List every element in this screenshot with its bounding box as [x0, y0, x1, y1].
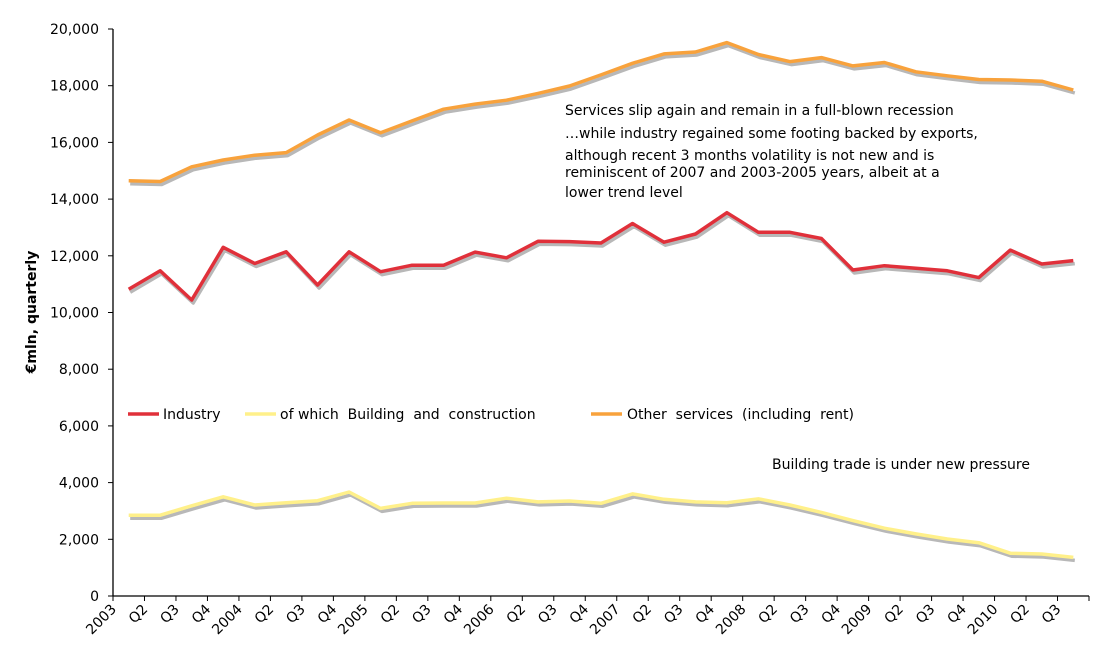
x-tick-label: 2009: [839, 602, 876, 639]
x-tick-label: Q2: [378, 602, 403, 627]
x-tick-label: Q3: [535, 602, 560, 627]
annotation-line: reminiscent of 2007 and 2003-2005 years,…: [565, 165, 940, 181]
annotation-line: Building trade is under new pressure: [772, 457, 1030, 473]
x-tick-label: Q3: [661, 602, 686, 627]
y-tick-label: 4,000: [59, 476, 99, 492]
x-tick-label: Q4: [819, 601, 844, 626]
x-tick-label: Q4: [693, 601, 718, 626]
x-tick-label: Q4: [944, 601, 969, 626]
x-tick-label: 2007: [587, 602, 624, 639]
annotation-line: …while industry regained some footing ba…: [565, 126, 978, 142]
x-tick-label: Q2: [252, 602, 277, 627]
x-tick-label: 2008: [713, 602, 750, 639]
y-tick-label: 12,000: [50, 249, 99, 265]
x-tick-label: Q2: [756, 602, 781, 627]
x-tick-label: Q4: [315, 601, 340, 626]
x-tick-label: 2003: [83, 602, 120, 639]
x-tick-label: Q3: [787, 602, 812, 627]
x-tick-label: Q4: [189, 601, 214, 626]
legend-label-building: of which Building and construction: [280, 407, 536, 423]
series-shadow-1: [130, 493, 1075, 563]
x-tick-label: Q3: [157, 602, 182, 627]
x-tick-label: 2004: [209, 601, 246, 638]
y-tick-label: 18,000: [50, 79, 99, 95]
x-tick-label: Q4: [441, 601, 466, 626]
x-tick-label: Q3: [913, 602, 938, 627]
y-axis: 0 2,000 4,000 6,000 8,000 10,000 12,000 14,000 1…: [50, 22, 114, 605]
x-tick-label: Q3: [409, 602, 434, 627]
annotation-building: Building trade is under new pressure: [772, 457, 1030, 473]
annotation-line: although recent 3 months volatility is n…: [565, 148, 934, 164]
legend: Industry of which Building and construct…: [128, 407, 854, 423]
y-tick-label: 8,000: [59, 362, 99, 378]
series-layer: [127, 40, 1076, 563]
y-tick-label: 14,000: [50, 192, 99, 208]
series-line-0: [127, 210, 1074, 302]
y-tick-label: 16,000: [50, 135, 99, 151]
series-shadow-0: [129, 213, 1075, 305]
x-tick-label: Q2: [126, 602, 151, 627]
x-tick-label: Q3: [1039, 602, 1064, 627]
x-tick-label: Q3: [283, 602, 308, 627]
x-tick-label: 2010: [965, 602, 1002, 639]
y-tick-label: 20,000: [50, 22, 99, 38]
series-line-1: [128, 490, 1074, 560]
x-tick-label: 2006: [461, 601, 498, 638]
x-tick-label: Q2: [1007, 602, 1032, 627]
legend-label-services: Other services (including rent): [627, 407, 854, 423]
x-tick-label: Q2: [882, 602, 907, 627]
series-shadow-2: [130, 43, 1076, 187]
x-tick-label: 2005: [335, 602, 372, 639]
y-tick-label: 0: [90, 589, 99, 605]
y-axis-label: €mln, quarterly: [24, 251, 40, 375]
y-tick-label: 2,000: [59, 532, 99, 548]
x-tick-label: Q4: [567, 601, 592, 626]
y-tick-label: 6,000: [59, 419, 99, 435]
legend-label-industry: Industry: [163, 407, 221, 423]
annotation-line: lower trend level: [565, 185, 683, 201]
x-tick-label: Q2: [630, 602, 655, 627]
annotation-line: Services slip again and remain in a full…: [565, 103, 954, 119]
annotation-services: Services slip again and remain in a full…: [565, 103, 978, 201]
y-tick-label: 10,000: [50, 306, 99, 322]
x-tick-label: Q2: [504, 602, 529, 627]
